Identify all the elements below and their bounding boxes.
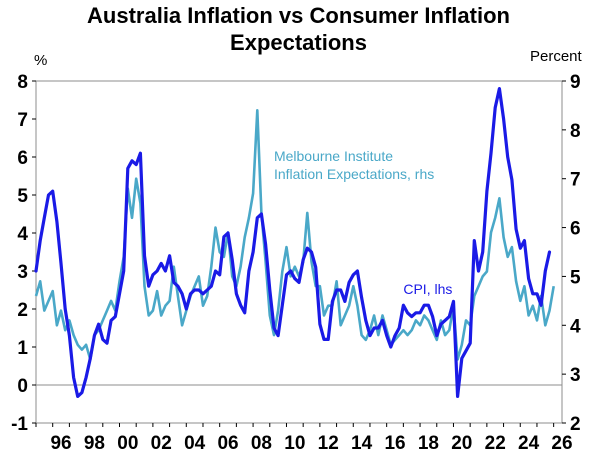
x-axis-tick-label: 14 bbox=[351, 433, 373, 454]
series-line-inflation-expectations bbox=[34, 109, 555, 361]
series-annotation-label: CPI, lhs bbox=[403, 281, 452, 297]
right-axis-tick-label: 5 bbox=[570, 267, 581, 288]
left-axis-tick-label: 2 bbox=[17, 300, 28, 321]
right-axis-tick-label: 9 bbox=[570, 72, 581, 93]
chart-title-line-1: Australia Inflation vs Consumer Inflatio… bbox=[87, 3, 510, 28]
x-axis-tick-label: 00 bbox=[117, 433, 138, 454]
left-axis-tick-label: 4 bbox=[17, 224, 28, 245]
chart-title-line-2: Expectations bbox=[230, 30, 367, 55]
left-axis-tick-label: 5 bbox=[17, 186, 28, 207]
series-line-cpi bbox=[34, 87, 552, 398]
x-axis-tick-label: 18 bbox=[418, 433, 439, 454]
x-axis-tick-label: 26 bbox=[551, 433, 572, 454]
right-axis-tick-label: 2 bbox=[570, 414, 581, 435]
chart-title: Australia Inflation vs Consumer Inflatio… bbox=[0, 2, 597, 56]
x-axis-tick-label: 22 bbox=[485, 433, 506, 454]
right-axis-tick-label: 8 bbox=[570, 121, 581, 142]
left-axis-unit: % bbox=[34, 52, 48, 69]
series-annotation-label: Melbourne Institute bbox=[274, 148, 393, 164]
x-axis-tick-label: 06 bbox=[217, 433, 238, 454]
right-axis-tick-label: 6 bbox=[570, 219, 581, 240]
left-axis-tick-label: 7 bbox=[17, 110, 28, 131]
left-axis-tick-label: 0 bbox=[17, 376, 28, 397]
x-axis-tick-label: 04 bbox=[184, 433, 206, 454]
x-axis-tick-label: 12 bbox=[318, 433, 339, 454]
left-axis-tick-label: 1 bbox=[17, 338, 28, 359]
x-axis-tick-label: 20 bbox=[451, 433, 472, 454]
x-axis-tick-label: 02 bbox=[151, 433, 172, 454]
right-axis-tick-label: 3 bbox=[570, 365, 581, 386]
left-axis-tick-label: -1 bbox=[11, 414, 28, 435]
x-axis-tick-label: 96 bbox=[50, 433, 71, 454]
left-axis-tick-label: 8 bbox=[17, 72, 28, 93]
x-axis-tick-label: 08 bbox=[251, 433, 272, 454]
left-axis-tick-label: 3 bbox=[17, 262, 28, 283]
left-axis-tick-label: 6 bbox=[17, 148, 28, 169]
series-annotation-label: Inflation Expectations, rhs bbox=[274, 166, 434, 182]
x-axis-tick-label: 98 bbox=[84, 433, 105, 454]
right-axis-tick-label: 4 bbox=[570, 316, 581, 337]
plot-frame bbox=[35, 80, 563, 424]
x-axis-tick-label: 24 bbox=[518, 433, 540, 454]
right-axis-unit: Percent bbox=[530, 48, 582, 65]
x-axis-tick-label: 10 bbox=[284, 433, 305, 454]
right-axis-tick-label: 7 bbox=[570, 170, 581, 191]
x-axis-tick-label: 16 bbox=[384, 433, 405, 454]
